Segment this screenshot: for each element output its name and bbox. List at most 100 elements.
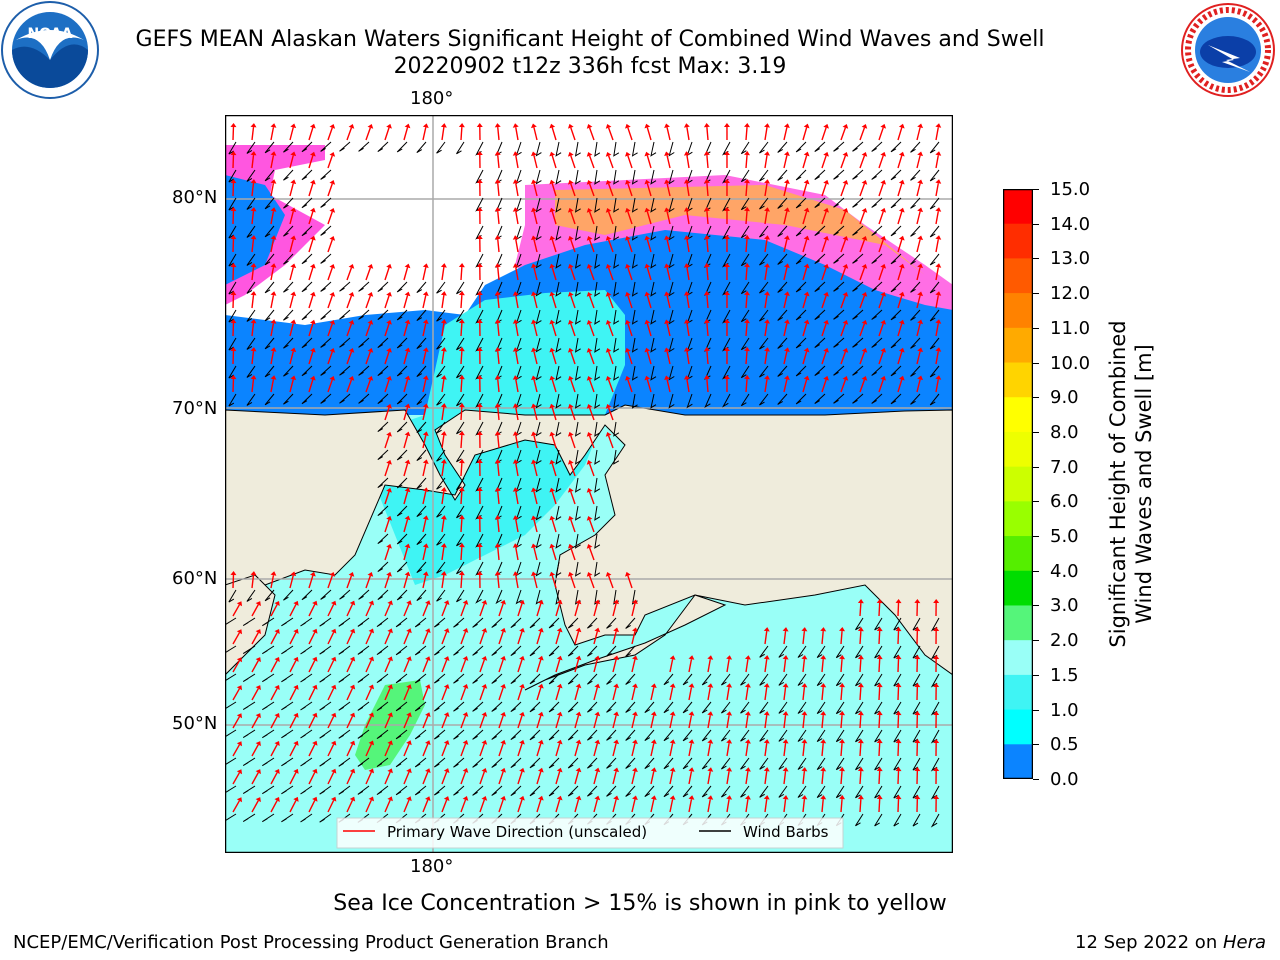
wind-barb — [433, 757, 446, 768]
wave-arrow-head — [586, 124, 593, 129]
wave-arrow-head — [703, 179, 710, 184]
wave-arrow-head — [632, 627, 638, 633]
wind-barb — [456, 337, 465, 351]
wave-direction-arrow — [666, 239, 671, 253]
wind-barb — [515, 365, 522, 381]
wave-direction-arrow — [441, 351, 445, 365]
wind-barb — [833, 197, 845, 208]
wave-direction-arrow — [479, 631, 485, 645]
wave-arrow-head — [549, 123, 556, 129]
wave-arrow-head — [933, 767, 940, 772]
wave-arrow-head — [330, 628, 337, 634]
wind-barb — [594, 393, 601, 409]
wave-direction-arrow — [555, 631, 561, 645]
wave-direction-arrow — [802, 687, 806, 701]
wave-arrow-head — [512, 375, 519, 380]
wave-arrow-head — [422, 291, 429, 296]
wind-barb — [264, 589, 275, 602]
wave-arrow-head — [857, 739, 864, 744]
wave-direction-arrow — [533, 239, 538, 253]
wave-direction-arrow — [897, 127, 903, 141]
wind-barb — [555, 141, 562, 157]
wave-arrow-head — [422, 459, 429, 464]
wind-barb — [453, 785, 465, 796]
wave-arrow-head — [567, 571, 574, 577]
wave-direction-arrow — [821, 770, 824, 785]
wave-direction-arrow — [607, 183, 614, 197]
wave-arrow-head — [820, 739, 827, 744]
wave-direction-arrow — [551, 155, 557, 169]
wave-arrow-head — [443, 768, 450, 773]
wave-arrow-head — [349, 796, 356, 802]
wave-arrow-head — [683, 179, 690, 184]
wave-arrow-head — [458, 403, 465, 408]
wind-barb — [871, 169, 883, 180]
wave-direction-arrow — [764, 211, 768, 225]
wave-direction-arrow — [802, 239, 808, 253]
wave-direction-arrow — [821, 686, 824, 701]
wave-direction-arrow — [669, 687, 674, 701]
wind-barb — [814, 309, 826, 320]
wave-arrow-head — [458, 515, 465, 520]
wave-direction-arrow — [384, 715, 391, 729]
wind-barb — [795, 281, 807, 293]
wave-direction-arrow — [859, 211, 866, 225]
wind-barb — [396, 421, 408, 433]
wave-direction-arrow — [327, 575, 333, 589]
wave-direction-arrow — [327, 323, 333, 337]
wave-direction-arrow — [802, 211, 808, 225]
wave-arrow-head — [404, 515, 411, 521]
wave-direction-arrow — [607, 239, 614, 253]
colorbar-tick-label: 0.0 — [1050, 769, 1079, 790]
wind-barb — [613, 449, 620, 465]
wind-barb — [281, 645, 294, 655]
wind-barb — [833, 169, 845, 180]
wave-direction-arrow — [840, 239, 847, 253]
wind-barb — [594, 253, 601, 269]
wind-barb — [319, 645, 332, 655]
wind-barb — [668, 393, 675, 409]
wind-barb — [701, 701, 712, 714]
wave-direction-arrow — [289, 127, 294, 141]
wind-barb — [890, 309, 902, 321]
wave-arrow-head — [425, 712, 431, 718]
wave-arrow-head — [476, 123, 483, 128]
wind-barb — [720, 729, 731, 742]
wind-barb — [871, 225, 883, 236]
wind-barb — [795, 337, 807, 349]
wave-arrow-head — [549, 403, 556, 409]
wave-arrow-head — [683, 151, 690, 156]
wind-barb — [795, 309, 807, 321]
wave-direction-arrow — [403, 267, 409, 281]
wave-direction-arrow — [497, 406, 500, 421]
wind-barb — [574, 533, 581, 549]
wave-direction-arrow — [859, 351, 866, 365]
wave-arrow-head — [386, 263, 392, 269]
wave-arrow-head — [594, 739, 601, 745]
wave-direction-arrow — [650, 743, 655, 757]
wind-barb — [281, 813, 294, 823]
wind-barb — [613, 421, 620, 437]
wind-barb — [416, 309, 427, 321]
wave-direction-arrow — [441, 799, 448, 813]
wave-direction-arrow — [916, 127, 921, 141]
wave-arrow-head — [820, 711, 827, 716]
wave-arrow-head — [274, 769, 280, 774]
wind-barb — [395, 729, 408, 740]
wave-arrow-head — [594, 767, 601, 773]
wave-direction-arrow — [745, 210, 748, 225]
wave-direction-arrow — [593, 771, 598, 785]
wave-direction-arrow — [897, 211, 903, 225]
wave-direction-arrow — [551, 211, 557, 225]
wave-arrow-head — [404, 375, 411, 381]
wind-barb — [377, 505, 389, 517]
wave-arrow-head — [664, 179, 670, 185]
wave-direction-arrow — [607, 435, 614, 449]
wind-barb — [396, 281, 408, 293]
wave-direction-arrow — [533, 519, 538, 533]
wave-direction-arrow — [422, 127, 427, 141]
wave-direction-arrow — [251, 351, 255, 365]
wave-arrow-head — [458, 319, 465, 324]
wave-direction-arrow — [897, 379, 903, 393]
wave-direction-arrow — [631, 799, 636, 813]
